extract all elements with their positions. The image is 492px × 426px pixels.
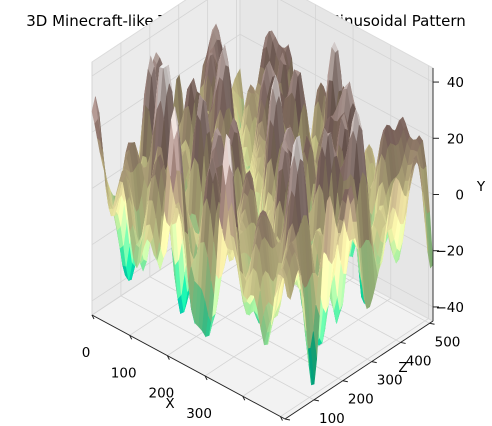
grid-line-z	[120, 295, 315, 401]
z-tick	[284, 418, 291, 421]
z-tick-label: 500	[435, 334, 461, 350]
terrain-surface	[91, 23, 434, 386]
y-axis-label: Y	[476, 179, 486, 195]
grid-line-y	[91, 0, 208, 77]
z-tick	[342, 380, 348, 383]
z-tick	[429, 322, 435, 325]
y-tick-label: −40	[436, 300, 465, 316]
x-tick-label: 300	[186, 406, 212, 422]
x-axis-label: X	[165, 396, 174, 412]
y-tick-label: −20	[436, 244, 465, 260]
grid-line-y	[279, 0, 434, 83]
y-tick-label: 40	[447, 75, 464, 91]
x-tick-label: 100	[111, 365, 137, 381]
x-tick-label: 0	[82, 345, 91, 361]
z-tick-label: 400	[406, 353, 432, 369]
y-tick-label: 20	[447, 131, 464, 147]
z-axis-label: Z	[398, 360, 407, 376]
z-tick	[400, 341, 406, 344]
z-tick	[313, 399, 320, 402]
z-tick-label: 200	[348, 392, 374, 408]
y-tick-label: 0	[455, 188, 464, 204]
z-tick	[371, 361, 377, 364]
z-tick-label: 100	[319, 411, 345, 426]
grid-line-x	[280, 318, 429, 417]
